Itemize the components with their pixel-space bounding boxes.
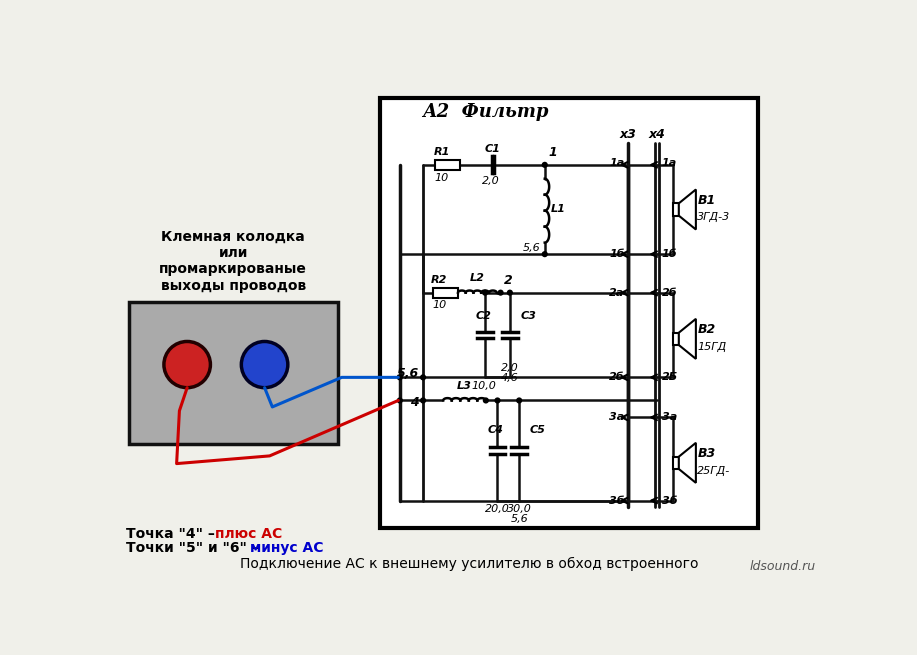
Circle shape [482,290,488,296]
Text: 3б: 3б [609,496,624,506]
Text: 10,0: 10,0 [471,381,496,391]
Text: C5: C5 [530,424,546,435]
Bar [380,98,757,527]
Circle shape [516,398,523,403]
Text: В3: В3 [698,447,715,460]
Text: 2б: 2б [662,288,678,297]
Polygon shape [679,443,696,483]
Text: 2Б: 2Б [662,372,678,383]
Text: 1: 1 [548,145,558,159]
Circle shape [420,398,426,403]
Circle shape [507,290,513,296]
Text: Точки "5" и "6" –: Точки "5" и "6" – [127,540,264,555]
Text: В1: В1 [698,194,715,207]
Text: 5,6: 5,6 [397,367,419,380]
Text: 25ГД-: 25ГД- [698,466,731,476]
Bar [673,333,679,345]
Text: C3: C3 [521,310,536,321]
Polygon shape [679,189,696,229]
Text: C2: C2 [476,310,492,321]
Text: 4: 4 [411,396,419,409]
Text: 4,6: 4,6 [501,373,519,383]
Text: L2: L2 [470,273,485,284]
Text: 2: 2 [503,274,513,286]
Text: C4: C4 [488,424,503,435]
Text: 2,0: 2,0 [482,176,500,185]
Text: L1: L1 [551,204,566,214]
Text: В2: В2 [698,323,715,336]
Bar [436,160,460,170]
Text: 2,0: 2,0 [501,364,519,373]
Circle shape [241,341,288,388]
Text: 20,0: 20,0 [485,504,510,514]
Circle shape [397,398,403,403]
Text: R1: R1 [434,147,450,157]
Text: 5,6: 5,6 [523,243,541,253]
Text: А2  Фильтр: А2 Фильтр [423,103,548,121]
Circle shape [164,341,210,388]
Text: 3ГД-3: 3ГД-3 [698,212,731,222]
Text: 1б: 1б [662,249,678,259]
Circle shape [498,290,503,296]
Text: ldsound.ru: ldsound.ru [750,560,816,573]
Text: R2: R2 [431,275,447,285]
Bar [673,203,679,215]
Text: 1а: 1а [662,159,677,168]
Text: Клемная колодка
или
промаркированые
выходы проводов: Клемная колодка или промаркированые выхо… [160,230,307,293]
Text: Подключение АС к внешнему усилителю в обход встроенного: Подключение АС к внешнему усилителю в об… [240,557,699,571]
Text: 30,0: 30,0 [507,504,532,514]
Bar [128,302,337,444]
Circle shape [420,374,426,381]
Text: 10: 10 [432,301,447,310]
Text: х4: х4 [648,128,666,141]
Text: 1б: 1б [609,249,624,259]
Text: 3а: 3а [662,413,677,422]
Circle shape [482,398,489,403]
Text: L3: L3 [457,381,472,391]
Text: 5,6: 5,6 [510,514,528,523]
Text: минус АС: минус АС [250,540,324,555]
Circle shape [542,251,547,257]
Polygon shape [679,319,696,359]
Text: 1а: 1а [609,159,624,168]
Circle shape [397,374,403,381]
Text: 2а: 2а [609,288,624,297]
Circle shape [542,162,547,168]
Text: 3б: 3б [662,496,678,506]
Text: 2б: 2б [609,372,624,383]
Circle shape [494,398,501,403]
Bar [433,288,458,297]
Text: 3а: 3а [609,413,624,422]
Bar [673,457,679,469]
Text: плюс АС: плюс АС [215,527,282,541]
Text: х3: х3 [619,128,636,141]
Text: Точка "4" –: Точка "4" – [127,527,220,541]
Text: 10: 10 [435,172,448,183]
Text: C1: C1 [485,144,501,154]
Text: 15ГД: 15ГД [698,341,726,352]
